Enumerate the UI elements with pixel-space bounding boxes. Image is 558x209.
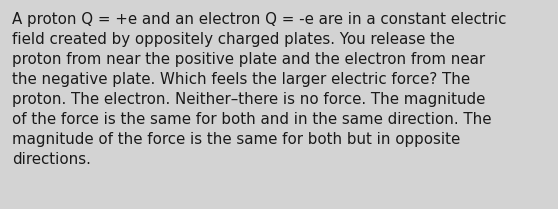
Text: A proton Q = +e and an electron Q = -e are in a constant electric
field created : A proton Q = +e and an electron Q = -e a… bbox=[12, 12, 506, 167]
